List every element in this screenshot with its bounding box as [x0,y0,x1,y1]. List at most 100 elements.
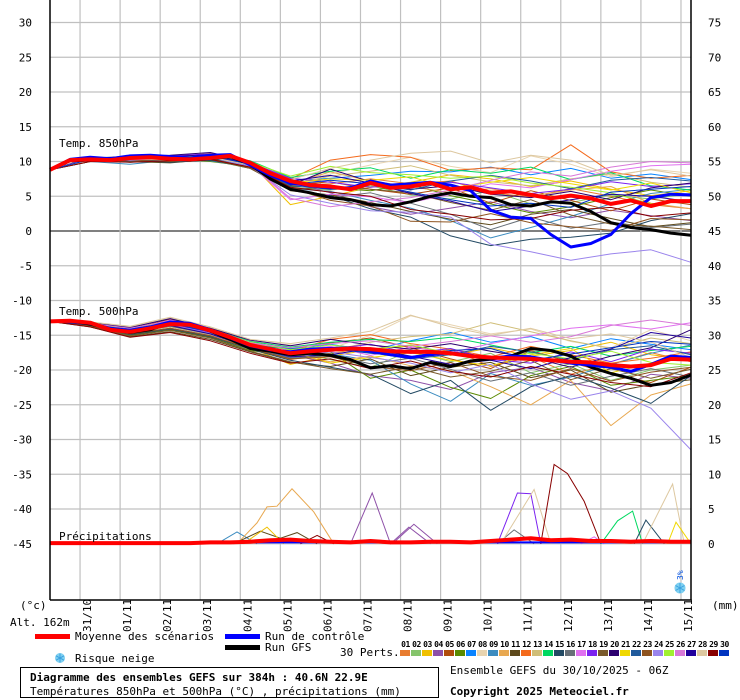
precip-member-18-line [496,492,542,544]
y-right-tick-label: 0 [708,538,715,551]
grid [50,0,691,600]
y-right-tick-label: 70 [708,51,721,64]
y-right-tick-label: 65 [708,86,721,99]
y-right-tick-label: 55 [708,156,721,169]
member-color-swatch [697,650,707,656]
member-color-swatch [719,650,729,656]
y-left-tick-label: -45 [12,538,32,551]
precip-member-29-line [540,463,602,544]
member-number: 08 [478,640,487,649]
x-tick-label: 03/11 [201,599,214,632]
member-color-swatch [576,650,586,656]
member-color-swatch [532,650,542,656]
member-number: 03 [423,640,432,649]
y-left-tick-label: 0 [25,225,32,238]
y-right-tick-label: 40 [708,260,721,273]
member-color-swatch [587,650,597,656]
control-swatch [225,634,260,639]
mean-swatch [35,634,70,639]
precip-members [216,463,692,545]
member-number: 22 [632,640,641,649]
member-color-swatch [642,650,652,656]
x-tick-label: 06/11 [321,599,334,632]
member-color-swatch [565,650,575,656]
y-left-tick-label: -40 [12,503,32,516]
member-color-swatch [510,650,520,656]
member-color-swatch [554,650,564,656]
member-number: 15 [555,640,564,649]
y-right-tick-label: 10 [708,468,721,481]
member-number: 01 [401,640,410,649]
y-left-tick-label: 5 [25,190,32,203]
member-color-swatch [620,650,630,656]
main-lines [49,153,692,546]
x-tick-label: 02/11 [161,599,174,632]
y-left-tick-label: -10 [12,295,32,308]
member-number: 23 [643,640,652,649]
y-left-tick-label: -15 [12,329,32,342]
t500-member-5-line [49,318,692,383]
x-tick-label: 11/11 [522,599,535,632]
member-number: 02 [412,640,421,649]
member-color-swatch [543,650,553,656]
member-color-swatch [631,650,641,656]
panel-label-t850: Temp. 850hPa [59,137,138,150]
copyright: Copyright 2025 Meteociel.fr [450,685,629,698]
member-number: 06 [456,640,465,649]
snow-percent: 3% [676,570,685,580]
member-number: 26 [676,640,685,649]
y-left-tick-label: -35 [12,468,32,481]
precip-member-21-line [667,521,692,545]
member-color-swatch [477,650,487,656]
member-number: 28 [698,640,707,649]
title-box: Diagramme des ensembles GEFS sur 384h : … [20,667,439,698]
x-tick-label: 31/10 [81,599,94,632]
member-color-swatch [499,650,509,656]
member-color-swatch [466,650,476,656]
precip-mean-line [50,536,691,546]
y-right-tick-label: 75 [708,17,721,30]
member-number: 05 [445,640,454,649]
gfs-legend-label: Run GFS [265,641,312,654]
y-right-tick-label: 30 [708,329,721,342]
x-tick-label: 13/11 [602,599,615,632]
chart-title: Diagramme des ensembles GEFS sur 384h : … [30,671,368,684]
x-tick-label: 07/11 [361,599,374,632]
member-color-swatch [609,650,619,656]
y-right-tick-label: 5 [708,503,715,516]
precip-member-28-line [500,488,552,545]
member-number: 16 [566,640,575,649]
member-number: 29 [709,640,718,649]
member-number: 11 [511,640,520,649]
x-tick-label: 01/11 [121,599,134,632]
precip-member-28-line [642,482,685,545]
y-right-tick-label: 15 [708,434,721,447]
right-unit: (mm) [712,599,739,612]
run-info: Ensemble GEFS du 30/10/2025 - 06Z [450,664,669,677]
left-unit: (°c) [20,599,47,612]
member-number: 10 [500,640,509,649]
y-right-tick-label: 45 [708,225,721,238]
y-left-tick-label: -5 [19,260,32,273]
member-color-swatch [521,650,531,656]
member-number: 20 [610,640,619,649]
snow-legend-label: Risque neige [75,652,155,665]
chart-subtitle: Températures 850hPa et 500hPa (°C) , pré… [30,685,401,698]
y-right-tick-label: 50 [708,190,721,203]
panel-label-t500: Temp. 500hPa [59,305,138,318]
member-number: 27 [687,640,696,649]
t500-member-26-line [49,319,692,349]
y-right-tick-label: 60 [708,121,721,134]
y-left-tick-label: 25 [19,51,32,64]
member-number: 25 [665,640,674,649]
member-color-swatch [455,650,465,656]
t500-member-19-line [49,320,692,381]
t850-mean-line [49,153,691,208]
y-right-tick-label: 20 [708,399,721,412]
x-tick-label: 15/11 [682,599,695,632]
y-left-tick-label: 10 [19,156,32,169]
member-color-swatch [675,650,685,656]
x-tick-label: 09/11 [442,599,455,632]
gfs-swatch [225,645,260,650]
precip-member-10-line [236,488,335,545]
